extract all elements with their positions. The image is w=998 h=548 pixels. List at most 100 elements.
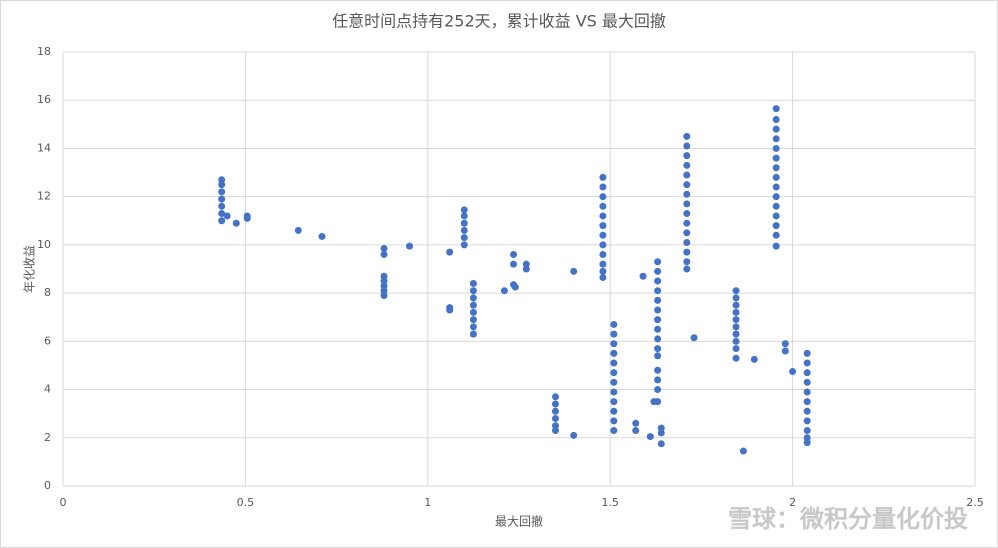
point — [599, 212, 607, 220]
point — [732, 294, 740, 302]
point — [243, 212, 251, 220]
point — [683, 142, 691, 150]
point — [551, 407, 559, 415]
y-tick-label: 14 — [37, 141, 51, 154]
point — [789, 367, 797, 375]
point — [732, 323, 740, 331]
point — [380, 277, 388, 285]
point — [683, 238, 691, 246]
point — [380, 282, 388, 290]
point — [772, 173, 780, 181]
point — [732, 287, 740, 295]
point — [318, 232, 326, 240]
x-tick-label: 1.5 — [601, 496, 619, 509]
point — [599, 260, 607, 268]
x-tick-label: 2.5 — [966, 496, 984, 509]
point — [772, 231, 780, 239]
y-tick-label: 12 — [37, 190, 51, 203]
point — [599, 193, 607, 201]
y-tick-label: 2 — [44, 431, 51, 444]
point — [654, 398, 662, 406]
point — [551, 422, 559, 430]
point — [772, 212, 780, 220]
point — [232, 219, 240, 227]
point — [772, 135, 780, 143]
point — [732, 301, 740, 309]
point — [469, 294, 477, 302]
point — [654, 306, 662, 314]
point — [599, 231, 607, 239]
point — [406, 242, 414, 250]
point — [772, 222, 780, 230]
point — [610, 398, 618, 406]
point — [599, 222, 607, 230]
point — [803, 398, 811, 406]
point — [657, 440, 665, 448]
x-tick-label: 2 — [789, 496, 796, 509]
point — [739, 447, 747, 455]
point — [551, 393, 559, 401]
point — [683, 265, 691, 273]
point — [380, 245, 388, 253]
point — [683, 132, 691, 140]
point — [599, 241, 607, 249]
y-tick-label: 0 — [44, 479, 51, 492]
point — [683, 210, 691, 218]
point — [657, 424, 665, 432]
point — [460, 234, 468, 242]
point — [570, 267, 578, 275]
point — [218, 176, 226, 184]
point — [218, 181, 226, 189]
point — [683, 152, 691, 160]
point — [599, 183, 607, 191]
point — [803, 349, 811, 357]
point — [654, 386, 662, 394]
chart-title: 任意时间点持有252天，累计收益 VS 最大回撤 — [332, 12, 666, 31]
watermark: 雪球：微积分量化价投 — [728, 505, 968, 533]
point — [654, 296, 662, 304]
point — [654, 287, 662, 295]
point — [469, 279, 477, 287]
point — [732, 330, 740, 338]
point — [803, 359, 811, 367]
point — [599, 273, 607, 281]
point — [218, 202, 226, 210]
point — [469, 301, 477, 309]
point — [803, 417, 811, 425]
point — [599, 173, 607, 181]
point — [772, 202, 780, 210]
point — [632, 427, 640, 435]
point — [446, 306, 454, 314]
y-tick-label: 18 — [37, 45, 51, 58]
point — [218, 195, 226, 203]
point — [683, 190, 691, 198]
point — [632, 419, 640, 427]
point — [803, 369, 811, 377]
point — [380, 292, 388, 300]
point — [570, 431, 578, 439]
point — [683, 200, 691, 208]
point — [610, 340, 618, 348]
point — [654, 335, 662, 343]
point — [610, 427, 618, 435]
x-axis-label: 最大回撤 — [495, 514, 543, 529]
point — [772, 125, 780, 133]
point — [469, 330, 477, 338]
point — [294, 226, 302, 234]
y-tick-label: 16 — [37, 93, 51, 106]
point — [460, 226, 468, 234]
point — [683, 258, 691, 266]
point — [657, 429, 665, 437]
point — [732, 337, 740, 345]
point — [654, 352, 662, 360]
point — [803, 378, 811, 386]
point — [460, 212, 468, 220]
point — [654, 267, 662, 275]
point — [639, 272, 647, 280]
point — [772, 154, 780, 162]
point — [732, 316, 740, 324]
point — [610, 407, 618, 415]
point — [610, 369, 618, 377]
